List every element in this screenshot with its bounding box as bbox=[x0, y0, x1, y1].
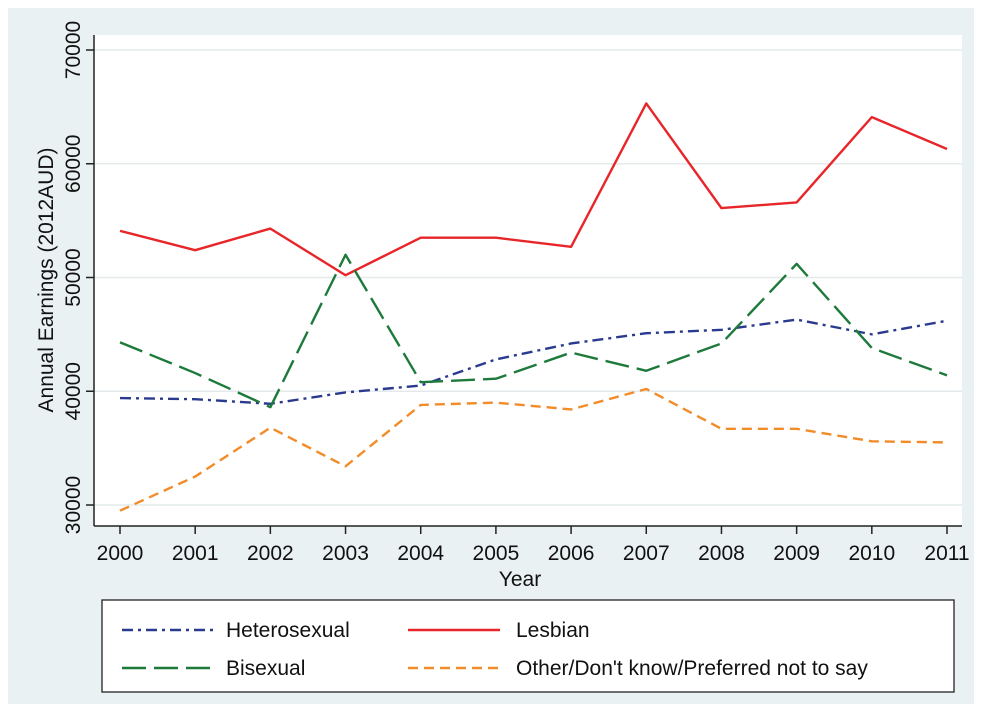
x-tick-label: 2008 bbox=[698, 542, 745, 565]
x-tick-label: 2011 bbox=[924, 542, 969, 565]
y-tick-label: 30000 bbox=[62, 476, 85, 534]
legend-label: Heterosexual bbox=[226, 619, 350, 642]
y-tick-label: 40000 bbox=[62, 362, 85, 420]
y-tick-label: 50000 bbox=[62, 248, 85, 306]
x-tick-label: 2010 bbox=[848, 542, 895, 565]
x-tick-label: 2006 bbox=[548, 542, 595, 565]
series-line-lesbian bbox=[119, 102, 948, 277]
gridlines bbox=[94, 49, 962, 506]
x-tick-label: 2009 bbox=[773, 542, 820, 565]
legend-box bbox=[101, 599, 955, 693]
series-line-bisexual bbox=[119, 253, 948, 409]
legend-label: Other/Don't know/Preferred not to say bbox=[516, 657, 868, 680]
legend: Heterosexual Lesbian Bisexual Other/Don't k… bbox=[101, 599, 955, 693]
x-axis-title: Year bbox=[499, 568, 541, 591]
x-axis-ticks: 2000 2001 2002 2003 2004 2005 2006 2007 2008 2009… bbox=[97, 526, 970, 565]
x-tick-label: 2005 bbox=[473, 542, 520, 565]
y-tick-label: 70000 bbox=[62, 21, 85, 79]
y-axis-ticks: 30000 40000 50000 60000 70000 bbox=[62, 21, 94, 534]
series-lines bbox=[119, 102, 948, 512]
series-line-heterosexual bbox=[119, 318, 948, 405]
x-tick-label: 2000 bbox=[97, 542, 144, 565]
chart-frame: 30000 40000 50000 60000 70000 2000 2001 2002 20… bbox=[8, 8, 974, 704]
x-tick-label: 2001 bbox=[172, 542, 219, 565]
x-tick-label: 2003 bbox=[322, 542, 369, 565]
plot-area bbox=[94, 35, 962, 526]
series-line-other-don-t-know-preferred-not-to-say bbox=[119, 387, 948, 512]
legend-label: Bisexual bbox=[226, 657, 305, 680]
y-tick-label: 60000 bbox=[62, 135, 85, 193]
x-tick-label: 2002 bbox=[247, 542, 294, 565]
legend-label: Lesbian bbox=[516, 619, 590, 642]
x-tick-label: 2007 bbox=[623, 542, 670, 565]
y-axis-title: Annual Earnings (2012AUD) bbox=[35, 148, 58, 413]
x-tick-label: 2004 bbox=[397, 542, 444, 565]
